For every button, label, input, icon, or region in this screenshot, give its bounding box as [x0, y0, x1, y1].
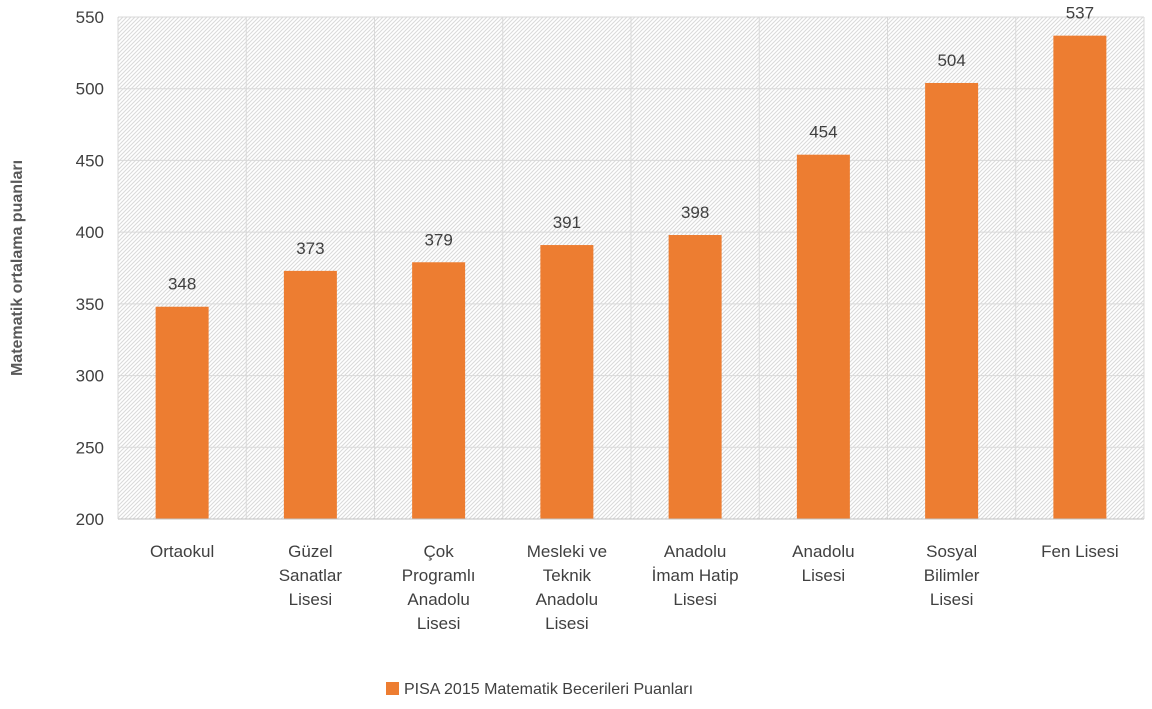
data-label: 454 [809, 123, 837, 142]
y-tick-label: 550 [76, 8, 104, 27]
x-category-label: Bilimler [924, 566, 980, 585]
bar [796, 154, 850, 520]
x-category-label: Anadolu [536, 590, 598, 609]
bar [155, 306, 209, 519]
x-category-label: Çok [424, 542, 455, 561]
x-category-label: Fen Lisesi [1041, 542, 1118, 561]
x-category-label: Lisesi [930, 590, 973, 609]
x-category-label: Güzel [288, 542, 332, 561]
bars: 348 373 379 391 398 454 504 537 [155, 4, 1107, 520]
y-axis: 200 250 300 350 400 450 500 550 [76, 8, 104, 529]
legend-label: PISA 2015 Matematik Becerileri Puanları [404, 681, 693, 698]
x-category-label: Anadolu [792, 542, 854, 561]
data-label: 391 [553, 213, 581, 232]
y-tick-label: 450 [76, 151, 104, 170]
data-label: 348 [168, 275, 196, 294]
data-label: 398 [681, 203, 709, 222]
legend-swatch [386, 682, 399, 695]
y-tick-label: 300 [76, 367, 104, 386]
data-label: 379 [424, 230, 452, 249]
x-category-label: Lisesi [417, 614, 460, 633]
y-tick-label: 500 [76, 80, 104, 99]
data-label: 504 [937, 51, 965, 70]
x-category-label: Lisesi [289, 590, 332, 609]
y-tick-label: 350 [76, 295, 104, 314]
y-tick-label: 200 [76, 510, 104, 529]
x-category-label: Sanatlar [279, 566, 343, 585]
x-category-label: Lisesi [802, 566, 845, 585]
bar [283, 270, 337, 519]
x-category-label: Ortaokul [150, 542, 214, 561]
data-label: 537 [1066, 4, 1094, 23]
x-category-label: Lisesi [545, 614, 588, 633]
legend: PISA 2015 Matematik Becerileri Puanları [386, 681, 693, 698]
x-category-label: Anadolu [664, 542, 726, 561]
y-tick-label: 400 [76, 223, 104, 242]
bar [540, 245, 594, 519]
x-axis: Ortaokul Güzel Sanatlar Lisesi Çok Programlı A… [118, 518, 1144, 633]
bar [1053, 35, 1107, 519]
x-category-label: Lisesi [673, 590, 716, 609]
x-category-label: Anadolu [407, 590, 469, 609]
x-category-label: Programlı [402, 566, 476, 585]
x-category-label: Mesleki ve [527, 542, 607, 561]
data-label: 373 [296, 239, 324, 258]
x-category-label: İmam Hatip [652, 566, 739, 585]
x-category-label: Teknik [543, 566, 592, 585]
y-axis-title: Matematik ortalama puanları [9, 160, 26, 376]
bar [925, 82, 979, 519]
y-tick-label: 250 [76, 438, 104, 457]
bar [412, 262, 466, 519]
x-category-label: Sosyal [926, 542, 977, 561]
bar [668, 235, 722, 520]
